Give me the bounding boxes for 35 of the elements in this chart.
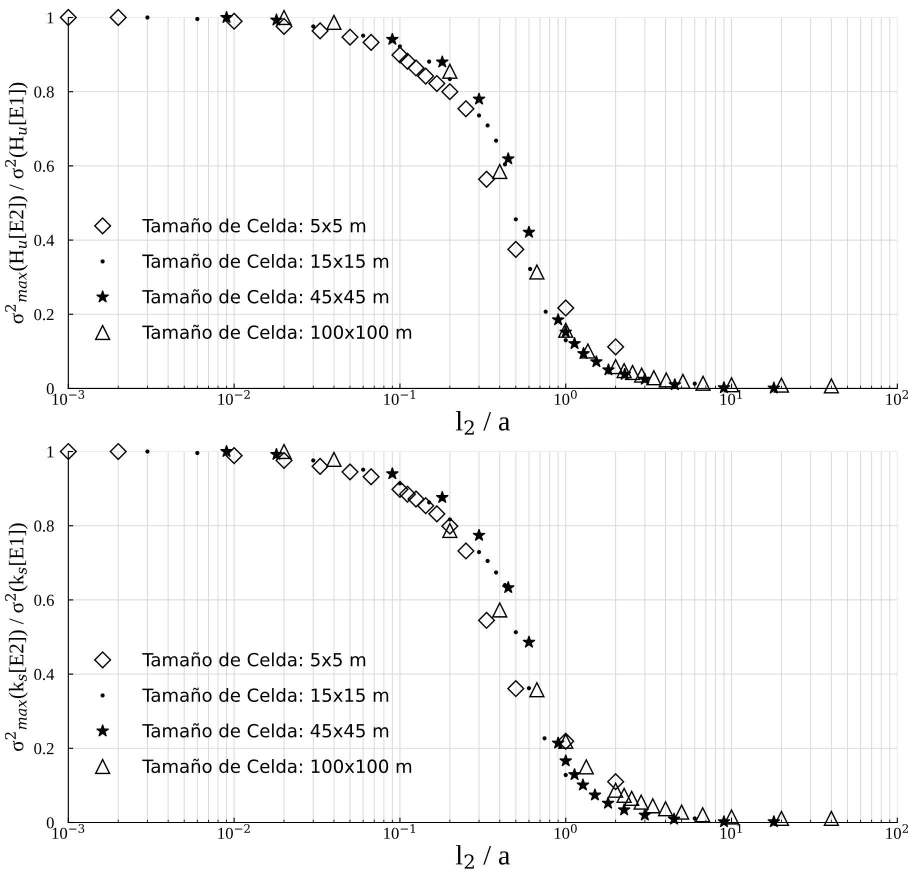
legend-label: Tamaño de Celda: 5x5 m (142, 218, 366, 232)
x-tick-label: 10$^{−3}$ (52, 824, 84, 839)
y-tick-label: 0.4 (34, 668, 54, 680)
text: σ$^{2}$$_{max}$(H$_{u}$[E2]) / σ$^{2}$(H$_{u}$[E1]) (4, 82, 28, 324)
x-tick-label: 10$^{0}$ (554, 390, 577, 405)
y-tick-label: 0.6 (34, 160, 54, 172)
legend-label: Tamaño de Celda: 100x100 m (142, 758, 412, 774)
x-tick-label: 10$^{−2}$ (218, 824, 250, 839)
y-tick-label: 0.8 (34, 86, 54, 98)
text: σ$^{2}$$_{max}$(k$_{s}$[E2]) / σ$^{2}$(k$_{s}$[E1]) (4, 523, 28, 751)
x-tick-label: 10$^{1}$ (720, 824, 742, 839)
x-tick-label: 10$^{−1}$ (384, 824, 416, 839)
y-tick-label: 0.4 (34, 234, 54, 246)
legend-label: Tamaño de Celda: 15x15 m (142, 688, 388, 702)
y-tick-label: 0.2 (34, 743, 54, 754)
legend-label: Tamaño de Celda: 15x15 m (142, 254, 388, 268)
x-tick-label: 10$^{−2}$ (218, 390, 250, 405)
x-tick-label: 10$^{−3}$ (52, 390, 84, 405)
y-tick-label: 0.6 (34, 594, 54, 606)
y-tick-label: 1 (48, 12, 54, 24)
y-tick-label: 0 (46, 817, 54, 828)
y-tick-label: 1 (48, 446, 54, 458)
x-tick-label: 10$^{0}$ (554, 824, 577, 839)
legend-label: Tamaño de Celda: 45x45 m (142, 723, 388, 738)
x-axis-title: l$_{2}$ / a (456, 411, 510, 435)
x-axis-title: l$_{2}$ / a (456, 845, 510, 869)
legend-label: Tamaño de Celda: 100x100 m (142, 324, 412, 340)
x-tick-label: 10$^{2}$ (886, 390, 908, 405)
x-tick-label: 10$^{2}$ (886, 824, 908, 839)
legend-label: Tamaño de Celda: 5x5 m (142, 652, 366, 666)
y-tick-label: 0 (46, 383, 54, 394)
y-tick-label: 0.8 (34, 520, 54, 532)
legend-label: Tamaño de Celda: 45x45 m (142, 289, 388, 304)
x-tick-label: 10$^{−1}$ (384, 390, 416, 405)
y-tick-label: 0.2 (34, 308, 54, 320)
